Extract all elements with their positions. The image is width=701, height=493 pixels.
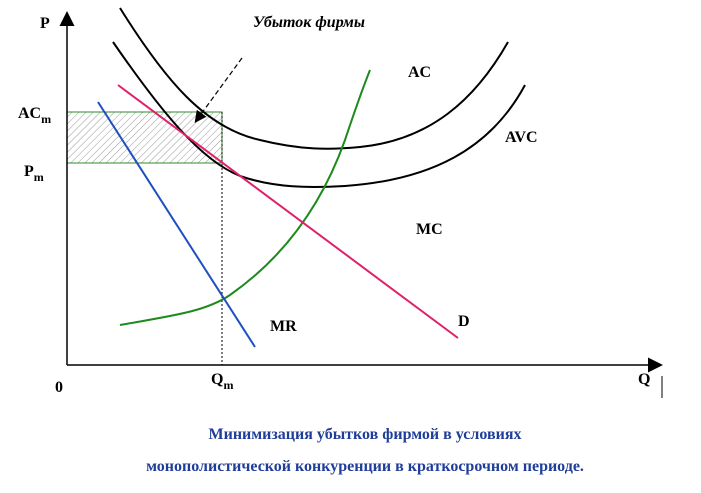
acm-label: ACm <box>18 105 51 126</box>
mc-label: MC <box>416 221 443 238</box>
demand-curve <box>117 84 459 339</box>
caption-line: монополистической конкуренции в краткоср… <box>146 458 584 475</box>
annotation-arrow <box>194 57 243 123</box>
pm-main: P <box>24 163 34 180</box>
pm-label: Pm <box>24 163 44 184</box>
mr-curve <box>97 101 256 348</box>
y-axis-label: P <box>40 15 50 32</box>
ac-label: AC <box>408 64 431 81</box>
pm-sub: m <box>34 170 44 184</box>
ac-curve <box>119 7 509 150</box>
qm-main: Q <box>211 371 223 388</box>
qm-label: Qm <box>211 371 233 392</box>
acm-main: AC <box>18 105 41 122</box>
x-axis-label: Q <box>638 371 650 388</box>
loss-area <box>66 111 223 164</box>
d-label: D <box>458 313 470 330</box>
annotation: Убыток фирмы <box>253 14 365 31</box>
mc-curve <box>119 69 371 326</box>
avc-label: AVC <box>505 129 538 146</box>
mr-label: MR <box>270 318 297 335</box>
qm-sub: m <box>223 378 233 392</box>
origin-label: 0 <box>55 379 63 396</box>
acm-sub: m <box>41 112 51 126</box>
avc-curve <box>112 41 526 188</box>
caption-line: Минимизация убытков фирмой в условиях <box>209 426 522 443</box>
